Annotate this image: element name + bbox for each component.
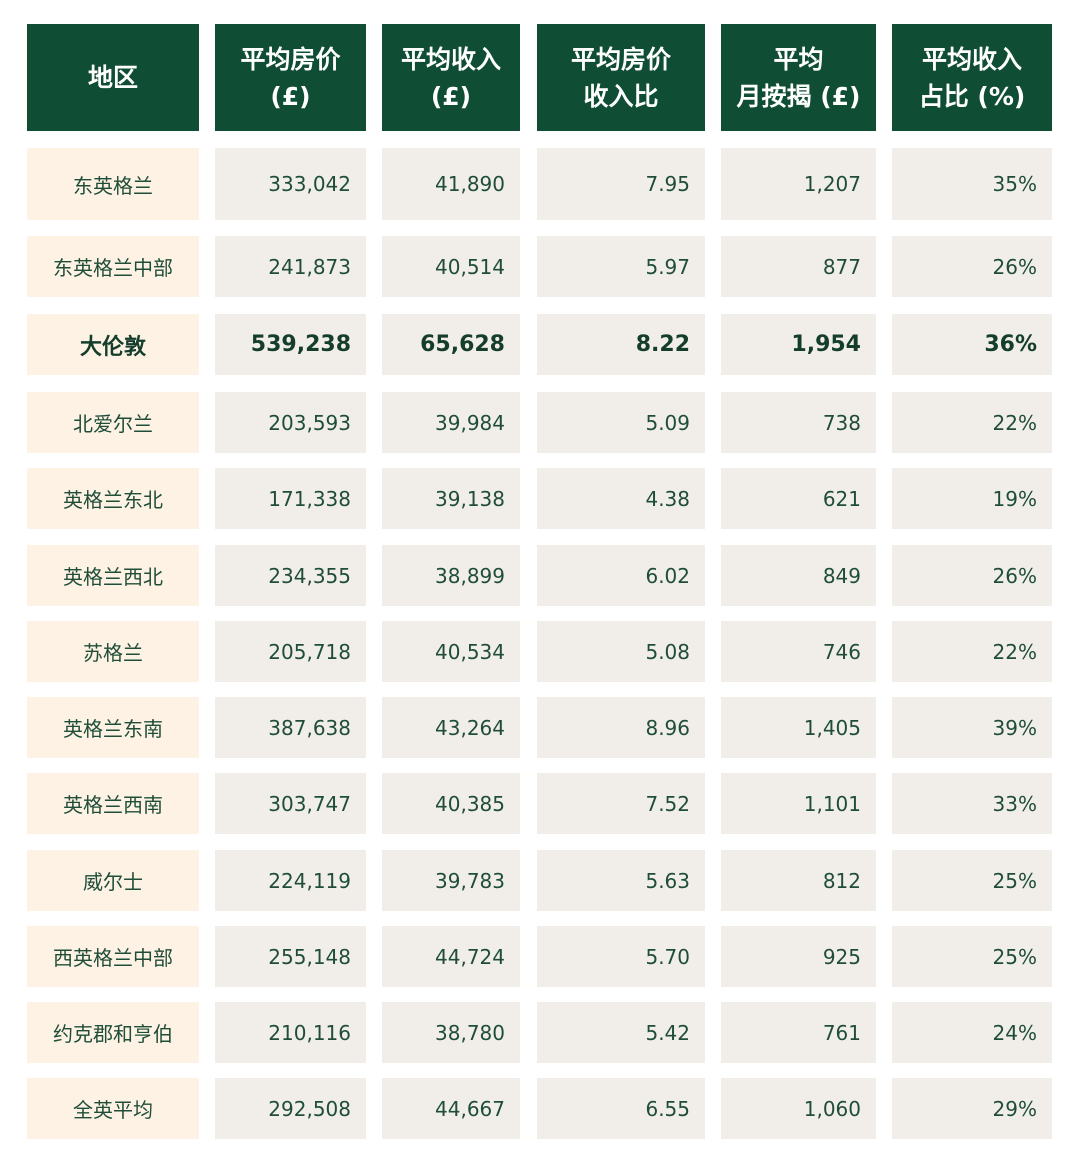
cell-monthly-mortgage: 1,405 (721, 697, 876, 758)
cell-avg-price: 303,747 (215, 773, 366, 834)
cell-monthly-mortgage: 925 (721, 926, 876, 987)
header-monthly-mortgage: 平均 月按揭 (£) (721, 24, 876, 131)
cell-price-income-ratio: 8.96 (537, 697, 705, 758)
cell-avg-income: 39,984 (382, 392, 520, 453)
cell-avg-price: 210,116 (215, 1002, 366, 1063)
cell-region: 全英平均 (27, 1078, 199, 1139)
cell-price-income-ratio: 5.70 (537, 926, 705, 987)
cell-income-share: 39% (892, 697, 1052, 758)
cell-income-share: 26% (892, 236, 1052, 297)
cell-avg-price: 171,338 (215, 468, 366, 529)
cell-region: 英格兰东北 (27, 468, 199, 529)
cell-price-income-ratio: 6.55 (537, 1078, 705, 1139)
cell-region: 英格兰东南 (27, 697, 199, 758)
cell-price-income-ratio: 5.09 (537, 392, 705, 453)
cell-avg-income: 44,724 (382, 926, 520, 987)
cell-region: 西英格兰中部 (27, 926, 199, 987)
header-income-share: 平均收入 占比 (%) (892, 24, 1052, 131)
cell-region: 英格兰西南 (27, 773, 199, 834)
cell-avg-income: 38,899 (382, 545, 520, 606)
cell-monthly-mortgage: 812 (721, 850, 876, 911)
cell-price-income-ratio: 4.38 (537, 468, 705, 529)
cell-price-income-ratio: 5.97 (537, 236, 705, 297)
cell-monthly-mortgage: 1,207 (721, 148, 876, 220)
cell-monthly-mortgage: 849 (721, 545, 876, 606)
cell-region: 英格兰西北 (27, 545, 199, 606)
header-avg-price: 平均房价 (£) (215, 24, 366, 131)
header-avg-income: 平均收入 (£) (382, 24, 520, 131)
cell-region: 东英格兰中部 (27, 236, 199, 297)
cell-income-share: 22% (892, 621, 1052, 682)
cell-price-income-ratio: 5.08 (537, 621, 705, 682)
cell-avg-price: 205,718 (215, 621, 366, 682)
cell-avg-income: 44,667 (382, 1078, 520, 1139)
cell-income-share: 36% (892, 314, 1052, 375)
cell-income-share: 35% (892, 148, 1052, 220)
cell-income-share: 25% (892, 926, 1052, 987)
cell-avg-income: 40,385 (382, 773, 520, 834)
cell-monthly-mortgage: 761 (721, 1002, 876, 1063)
cell-price-income-ratio: 6.02 (537, 545, 705, 606)
header-price-income-ratio: 平均房价 收入比 (537, 24, 705, 131)
cell-monthly-mortgage: 877 (721, 236, 876, 297)
cell-price-income-ratio: 7.52 (537, 773, 705, 834)
cell-avg-price: 203,593 (215, 392, 366, 453)
cell-avg-income: 40,514 (382, 236, 520, 297)
cell-income-share: 26% (892, 545, 1052, 606)
cell-avg-price: 234,355 (215, 545, 366, 606)
cell-monthly-mortgage: 621 (721, 468, 876, 529)
cell-avg-price: 333,042 (215, 148, 366, 220)
cell-avg-price: 255,148 (215, 926, 366, 987)
cell-price-income-ratio: 7.95 (537, 148, 705, 220)
cell-monthly-mortgage: 746 (721, 621, 876, 682)
cell-region: 威尔士 (27, 850, 199, 911)
cell-price-income-ratio: 8.22 (537, 314, 705, 375)
cell-avg-income: 43,264 (382, 697, 520, 758)
cell-avg-income: 39,783 (382, 850, 520, 911)
cell-income-share: 22% (892, 392, 1052, 453)
cell-avg-price: 387,638 (215, 697, 366, 758)
cell-avg-income: 40,534 (382, 621, 520, 682)
cell-price-income-ratio: 5.63 (537, 850, 705, 911)
cell-avg-income: 65,628 (382, 314, 520, 375)
cell-income-share: 19% (892, 468, 1052, 529)
cell-avg-price: 241,873 (215, 236, 366, 297)
cell-price-income-ratio: 5.42 (537, 1002, 705, 1063)
cell-avg-price: 292,508 (215, 1078, 366, 1139)
cell-income-share: 29% (892, 1078, 1052, 1139)
header-region: 地区 (27, 24, 199, 131)
cell-monthly-mortgage: 1,060 (721, 1078, 876, 1139)
cell-region: 约克郡和亨伯 (27, 1002, 199, 1063)
cell-region: 大伦敦 (27, 314, 199, 375)
cell-income-share: 24% (892, 1002, 1052, 1063)
cell-monthly-mortgage: 1,954 (721, 314, 876, 375)
cell-avg-income: 38,780 (382, 1002, 520, 1063)
cell-avg-price: 539,238 (215, 314, 366, 375)
cell-income-share: 25% (892, 850, 1052, 911)
cell-region: 苏格兰 (27, 621, 199, 682)
cell-avg-income: 41,890 (382, 148, 520, 220)
cell-region: 北爱尔兰 (27, 392, 199, 453)
cell-region: 东英格兰 (27, 148, 199, 220)
cell-monthly-mortgage: 738 (721, 392, 876, 453)
cell-avg-price: 224,119 (215, 850, 366, 911)
cell-income-share: 33% (892, 773, 1052, 834)
cell-monthly-mortgage: 1,101 (721, 773, 876, 834)
cell-avg-income: 39,138 (382, 468, 520, 529)
